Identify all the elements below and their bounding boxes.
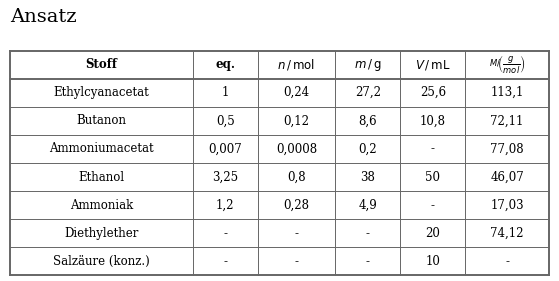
- Text: -: -: [366, 255, 369, 268]
- Text: Diethylether: Diethylether: [64, 227, 139, 240]
- Text: -: -: [295, 255, 299, 268]
- Text: 0,24: 0,24: [283, 86, 310, 99]
- Text: 38: 38: [361, 171, 375, 183]
- Text: 46,07: 46,07: [490, 171, 524, 183]
- Text: 25,6: 25,6: [420, 86, 446, 99]
- Text: 17,03: 17,03: [490, 199, 524, 212]
- Text: -: -: [223, 227, 228, 240]
- Text: 0,28: 0,28: [283, 199, 310, 212]
- Text: $M/\!\left(\dfrac{g}{mol}\right)$: $M/\!\left(\dfrac{g}{mol}\right)$: [489, 54, 525, 76]
- Text: eq.: eq.: [215, 58, 235, 71]
- Text: 74,12: 74,12: [490, 227, 524, 240]
- Text: 20: 20: [425, 227, 440, 240]
- Text: -: -: [431, 142, 435, 155]
- Text: Ansatz: Ansatz: [10, 8, 77, 26]
- Text: 27,2: 27,2: [355, 86, 381, 99]
- Text: $m\,/\,$g: $m\,/\,$g: [354, 57, 382, 72]
- Text: 77,08: 77,08: [490, 142, 524, 155]
- Text: 0,0008: 0,0008: [276, 142, 317, 155]
- Text: 0,12: 0,12: [283, 114, 310, 127]
- Text: $n\,/\,$mol: $n\,/\,$mol: [277, 57, 316, 72]
- Text: 0,8: 0,8: [287, 171, 306, 183]
- Text: 10,8: 10,8: [420, 114, 446, 127]
- Text: 0,5: 0,5: [216, 114, 235, 127]
- Text: -: -: [223, 255, 228, 268]
- Text: 0,007: 0,007: [209, 142, 242, 155]
- Text: $V\,/\,$mL: $V\,/\,$mL: [415, 58, 451, 72]
- Text: 1,2: 1,2: [216, 199, 235, 212]
- Text: 50: 50: [425, 171, 440, 183]
- Text: -: -: [505, 255, 509, 268]
- Text: Ethylcyanacetat: Ethylcyanacetat: [54, 86, 149, 99]
- Text: 0,2: 0,2: [358, 142, 377, 155]
- Text: Stoff: Stoff: [86, 58, 117, 71]
- Text: Butanon: Butanon: [77, 114, 126, 127]
- Text: Ethanol: Ethanol: [78, 171, 125, 183]
- Text: Ammoniumacetat: Ammoniumacetat: [49, 142, 154, 155]
- Text: -: -: [431, 199, 435, 212]
- Text: 10: 10: [425, 255, 440, 268]
- Text: 3,25: 3,25: [212, 171, 238, 183]
- Text: 8,6: 8,6: [358, 114, 377, 127]
- Text: 1: 1: [221, 86, 229, 99]
- Text: 72,11: 72,11: [490, 114, 524, 127]
- Text: -: -: [295, 227, 299, 240]
- Text: 113,1: 113,1: [490, 86, 524, 99]
- Text: 4,9: 4,9: [358, 199, 377, 212]
- Text: Salzäure (konz.): Salzäure (konz.): [53, 255, 150, 268]
- Text: -: -: [366, 227, 369, 240]
- Text: Ammoniak: Ammoniak: [70, 199, 133, 212]
